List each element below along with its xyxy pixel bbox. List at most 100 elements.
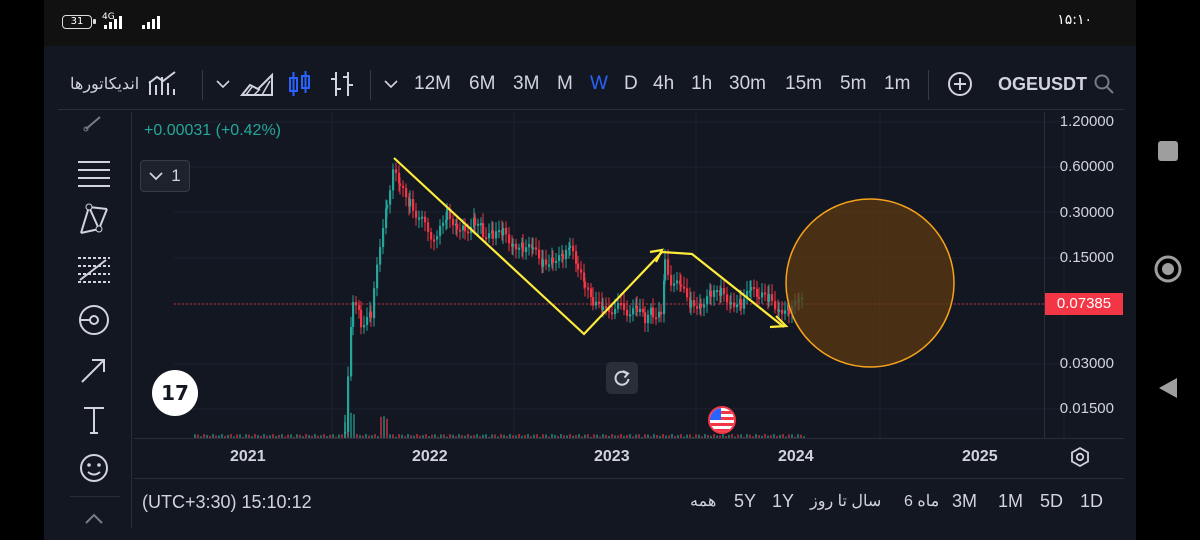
volume-bar	[218, 435, 220, 438]
volume-bar	[599, 436, 601, 438]
volume-bar	[545, 434, 547, 438]
price-axis[interactable]: 1.20000 0.60000 0.30000 0.15000 0.07385 …	[1044, 112, 1124, 438]
volume-bar	[464, 435, 466, 438]
volume-bar	[719, 435, 721, 438]
interval-12m[interactable]: 12M	[414, 73, 451, 94]
time-label: 2022	[412, 448, 448, 465]
indicators-button[interactable]: اندیکاتورها	[70, 58, 177, 110]
interval-30m[interactable]: 30m	[729, 73, 766, 94]
bars-button[interactable]	[330, 58, 354, 110]
volume-bar	[689, 434, 691, 438]
interval-week[interactable]: W	[590, 73, 608, 94]
candle-body	[676, 280, 679, 284]
chevron-down-icon	[216, 80, 230, 89]
status-bar: 31 4G ۱۵:۱۰	[44, 0, 1136, 46]
volume-bar	[572, 435, 574, 438]
interval-collapse-button[interactable]: 1	[140, 160, 190, 192]
range-all[interactable]: همه	[690, 493, 717, 510]
price-chart[interactable]	[134, 112, 1124, 438]
candle-body	[758, 296, 761, 299]
text-tool[interactable]	[74, 400, 114, 440]
candle-body	[555, 260, 558, 263]
interval-1h[interactable]: 1h	[691, 73, 713, 94]
volume-bar	[581, 436, 583, 438]
candle-body	[761, 292, 764, 298]
candle-body	[756, 288, 759, 297]
volume-bar	[425, 434, 427, 438]
back-button[interactable]	[1136, 368, 1200, 408]
volume-bar	[647, 434, 649, 438]
home-button[interactable]	[1136, 249, 1200, 289]
volume-bar	[221, 434, 223, 438]
volume-bar	[404, 436, 406, 438]
volume-bar	[638, 434, 640, 438]
volume-bar	[254, 434, 256, 438]
range-1m[interactable]: 1M	[998, 491, 1024, 511]
axis-settings-button[interactable]	[1069, 446, 1091, 472]
trend-drawing	[393, 157, 785, 336]
range-ytd[interactable]: سال تا روز	[810, 493, 882, 510]
pattern-tool[interactable]	[74, 200, 114, 240]
candles-button[interactable]	[288, 58, 312, 110]
volume-bar	[257, 435, 259, 438]
volume-bar	[791, 434, 793, 438]
range-1d[interactable]: 1D	[1080, 491, 1104, 511]
candle-body	[531, 244, 534, 249]
volume-bar	[773, 434, 775, 438]
interval-dropdown[interactable]	[384, 58, 398, 110]
candle-body	[445, 220, 448, 223]
candle-body	[736, 304, 739, 308]
interval-3m[interactable]: 3M	[513, 73, 540, 94]
volume-bar	[665, 435, 667, 438]
fib-tool[interactable]	[74, 250, 114, 290]
range-5y[interactable]: 5Y	[734, 491, 757, 511]
range-5d[interactable]: 5D	[1040, 491, 1064, 511]
interval-1m[interactable]: 1m	[884, 73, 911, 94]
emoji-tool[interactable]	[74, 448, 114, 488]
interval-month[interactable]: M	[557, 73, 573, 94]
volume-bar	[287, 434, 289, 438]
compare-add-button[interactable]	[946, 58, 974, 110]
candle-body	[577, 263, 580, 270]
interval-day[interactable]: D	[624, 73, 638, 94]
price-label: 0.03000	[1059, 355, 1114, 372]
chart-type-dropdown[interactable]	[216, 58, 230, 110]
trend-lines-tool[interactable]	[74, 152, 114, 192]
more-tools-button[interactable]	[74, 506, 114, 528]
volume-bar	[566, 435, 568, 438]
interval-6m[interactable]: 6M	[469, 73, 496, 94]
current-price-label: 0.07385	[1045, 293, 1123, 315]
time-axis[interactable]: 2021 2022 2023 2024 2025	[134, 438, 1124, 476]
chevron-down-icon	[149, 172, 163, 181]
volume-bar	[338, 434, 340, 438]
area-chart-button[interactable]	[240, 58, 274, 110]
candle-body	[696, 306, 699, 309]
volume-bar	[740, 434, 742, 438]
volume-bar	[479, 436, 481, 438]
indicators-icon	[148, 71, 176, 95]
candle-body	[730, 302, 733, 305]
range-6m[interactable]: 6 ماه	[904, 493, 940, 510]
recents-button[interactable]	[1136, 131, 1200, 171]
cursor-tool[interactable]	[74, 108, 114, 138]
volume-bar	[422, 435, 424, 438]
measure-tool[interactable]	[74, 300, 114, 340]
volume-bar	[446, 436, 448, 438]
candle-body	[427, 222, 430, 233]
us-events-icon[interactable]	[708, 406, 736, 434]
candle-body	[347, 376, 350, 432]
symbol-search[interactable]: OGEUSDT	[998, 58, 1115, 110]
candle-body	[584, 281, 587, 288]
reset-chart-button[interactable]	[606, 362, 638, 394]
range-1y[interactable]: 1Y	[772, 491, 795, 511]
volume-bar	[368, 435, 370, 438]
interval-4h[interactable]: 4h	[653, 73, 675, 94]
interval-15m[interactable]: 15m	[785, 73, 822, 94]
timezone-clock[interactable]: (UTC+3:30) 15:10:12	[142, 492, 312, 512]
arrow-tool[interactable]	[74, 350, 114, 390]
interval-5m[interactable]: 5m	[840, 73, 867, 94]
candle-body	[650, 307, 653, 315]
tradingview-logo[interactable]: 17	[152, 370, 198, 416]
range-3m[interactable]: 3M	[952, 491, 978, 511]
volume-bar	[305, 434, 307, 438]
